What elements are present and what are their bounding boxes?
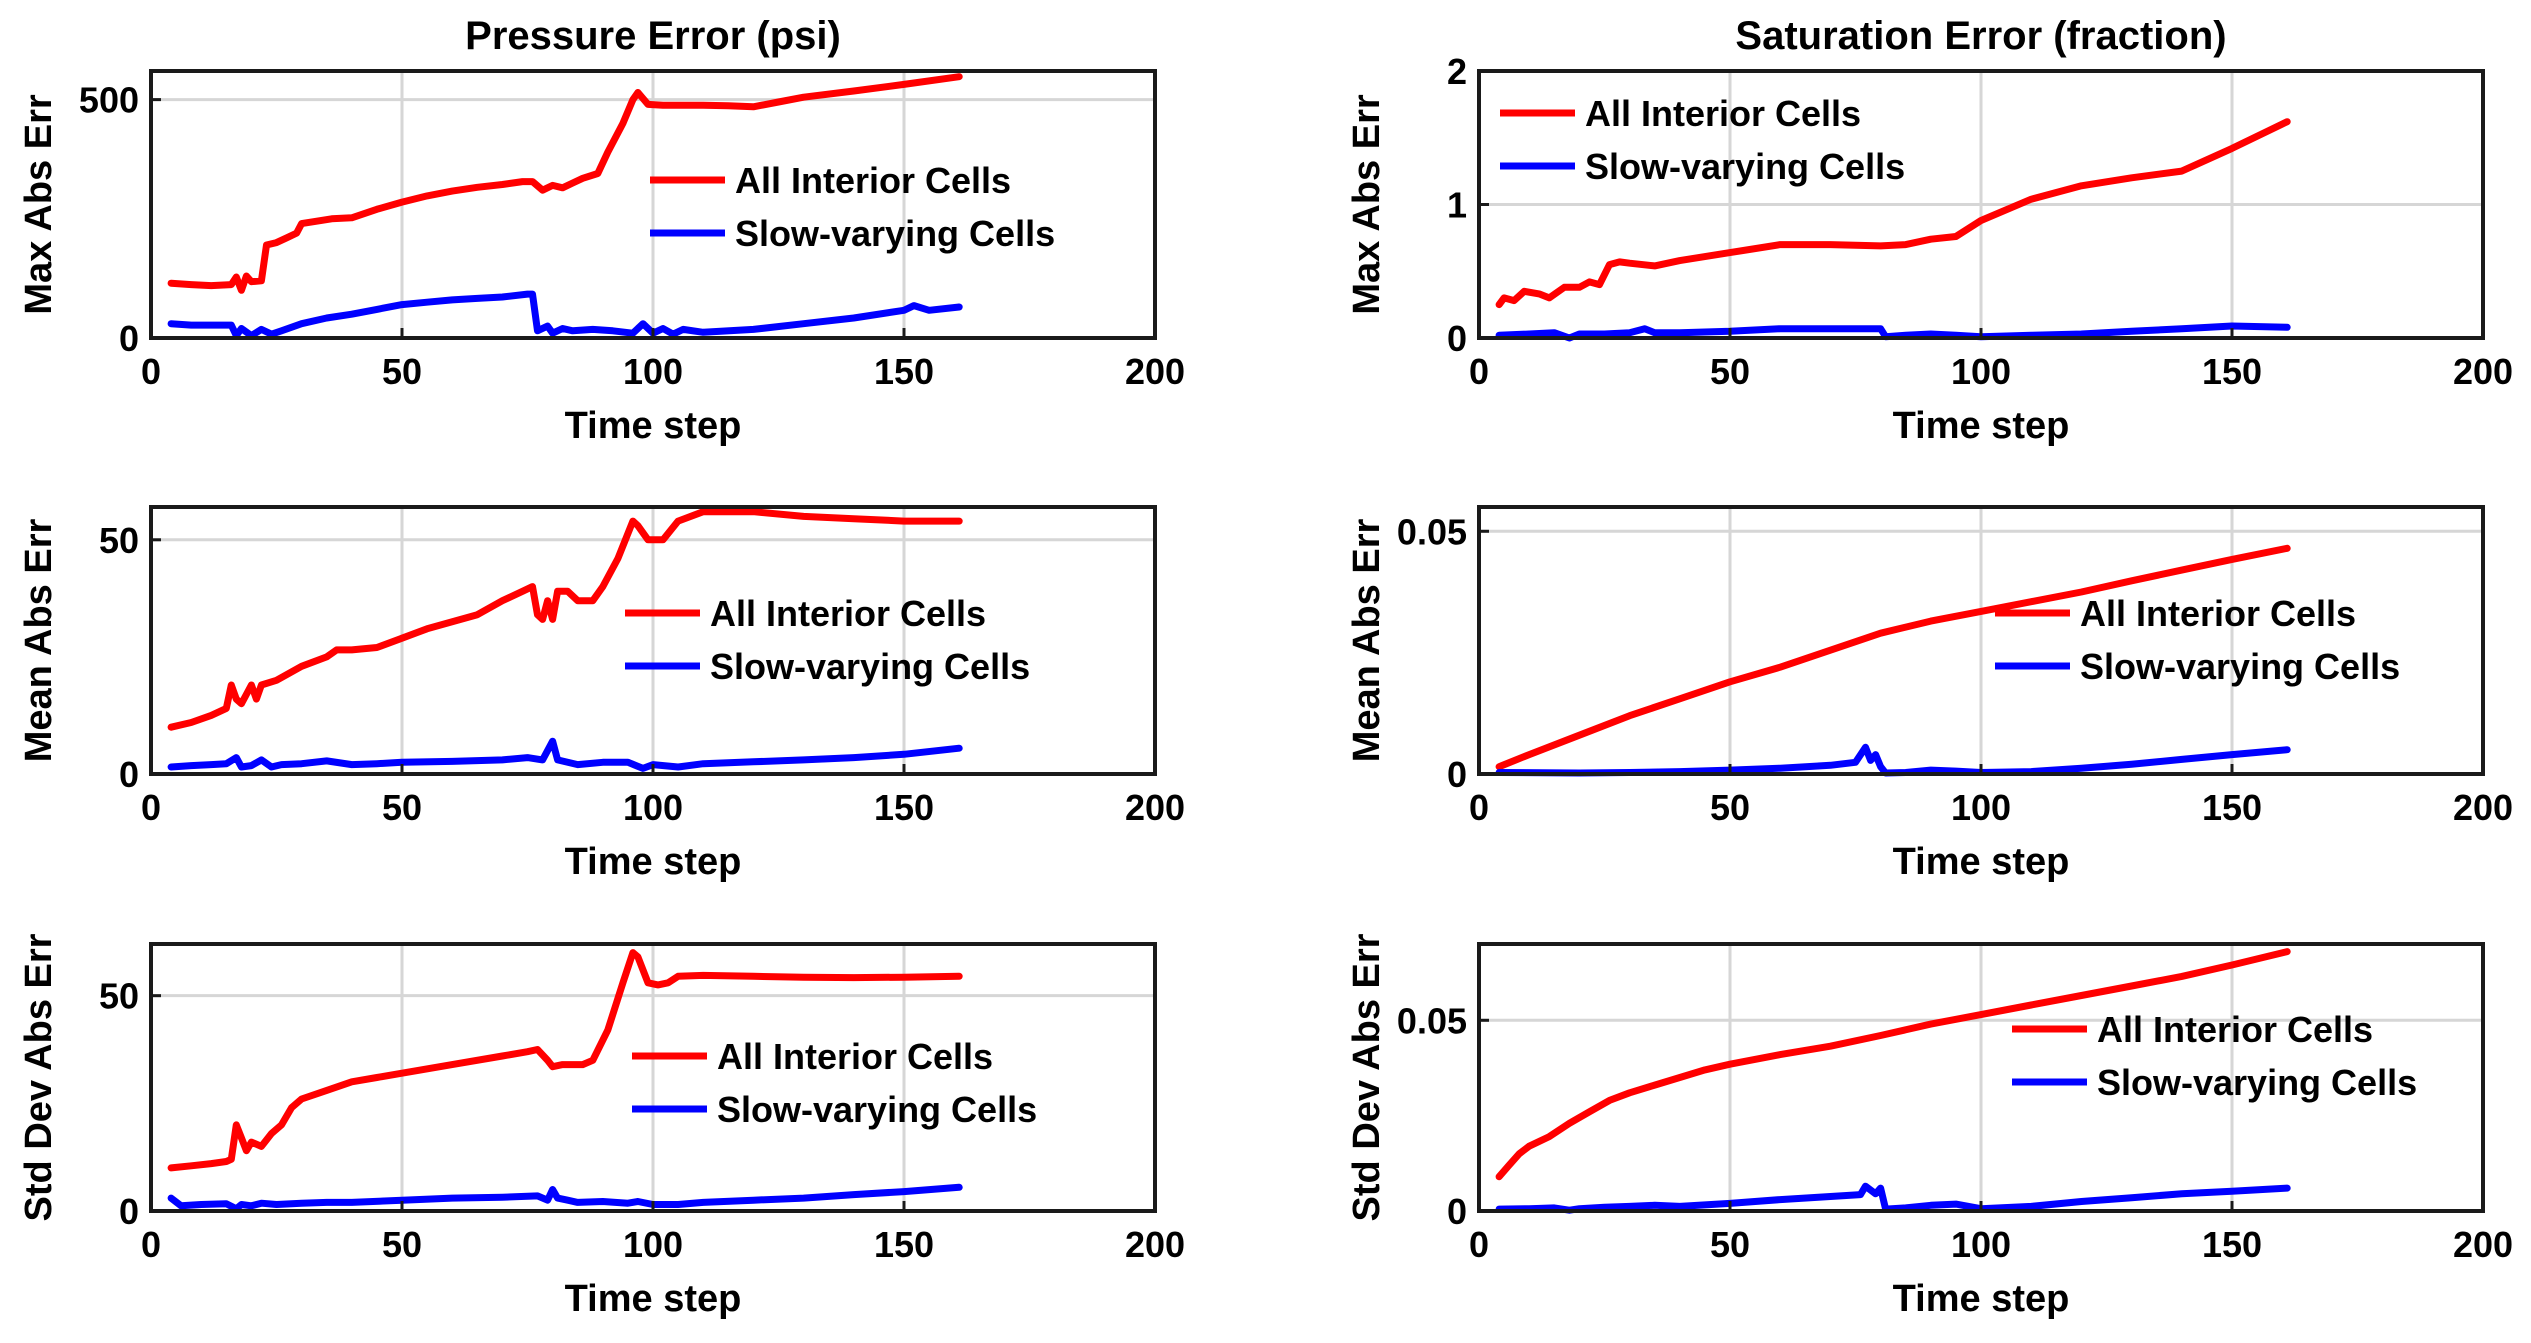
series-line-slow-varying [1495,743,2291,777]
y-axis-label: Max Abs Err [1346,94,1388,315]
y-tick-label: 50 [99,520,139,561]
x-tick-label: 200 [1125,351,1185,392]
legend-label: All Interior Cells [717,1036,993,1077]
y-axis-label: Mean Abs Err [1346,519,1388,763]
legend-label: All Interior Cells [2080,593,2356,634]
subplot-5: 0 50 100 150 200 0 50 Time step Std Dev Abs Err A… [18,933,1185,1320]
x-tick-label: 50 [382,1224,422,1265]
y-tick-label: 0 [1447,1191,1467,1232]
legend: All Interior Cells Slow-varying Cells [1995,593,2400,687]
x-tick-label: 150 [874,1224,934,1265]
legend-label: Slow-varying Cells [710,646,1030,687]
y-axis-label: Std Dev Abs Err [1346,933,1388,1221]
series-line-slow-varying [167,1183,963,1213]
x-tick-label: 150 [874,351,934,392]
subplot-1: 0 50 100 150 200 0 500 Pressure Error (psi) Time… [18,14,1185,447]
series-line-slow-varying [167,737,963,772]
legend-label: Slow-varying Cells [1585,146,1905,187]
series-line-all-interior [167,73,963,294]
x-axis-label: Time step [565,1278,742,1320]
x-axis-label: Time step [1893,405,2070,447]
legend-label: All Interior Cells [710,593,986,634]
x-tick-label: 100 [623,351,683,392]
legend: All Interior Cells Slow-varying Cells [1500,93,1905,187]
x-tick-label: 50 [382,787,422,828]
x-tick-label: 50 [1710,351,1750,392]
legend-label: Slow-varying Cells [717,1089,1037,1130]
series-line-all-interior [1495,544,2291,771]
legend-label: All Interior Cells [2097,1009,2373,1050]
x-tick-label: 50 [1710,1224,1750,1265]
x-tick-label: 50 [382,351,422,392]
x-tick-label: 200 [1125,787,1185,828]
legend-label: Slow-varying Cells [735,213,1055,254]
series-line-slow-varying [1495,322,2291,342]
y-tick-label: 2 [1447,51,1467,92]
y-axis-label: Std Dev Abs Err [18,933,60,1221]
x-tick-label: 100 [1951,1224,2011,1265]
x-tick-label: 150 [2202,351,2262,392]
y-tick-label: 50 [99,976,139,1017]
x-tick-label: 200 [1125,1224,1185,1265]
legend-label: Slow-varying Cells [2097,1062,2417,1103]
x-tick-label: 100 [623,787,683,828]
x-tick-label: 100 [1951,787,2011,828]
y-tick-label: 1 [1447,185,1467,226]
x-tick-label: 0 [1469,1224,1489,1265]
x-axis-label: Time step [1893,841,2070,883]
y-tick-label: 0.05 [1397,511,1467,552]
x-tick-label: 150 [874,787,934,828]
y-tick-label: 0 [119,318,139,359]
x-tick-label: 0 [141,351,161,392]
y-tick-label: 0 [119,1191,139,1232]
series-line-all-interior [1495,948,2291,1181]
x-tick-label: 200 [2453,351,2513,392]
x-tick-label: 0 [141,1224,161,1265]
x-tick-label: 200 [2453,1224,2513,1265]
x-tick-label: 150 [2202,1224,2262,1265]
legend: All Interior Cells Slow-varying Cells [2012,1009,2417,1103]
series-line-slow-varying [1495,1182,2291,1214]
subplot-title: Saturation Error (fraction) [1735,14,2226,58]
x-tick-label: 0 [141,787,161,828]
series-line-all-interior [167,508,963,731]
y-tick-label: 0 [1447,754,1467,795]
x-axis-label: Time step [1893,1278,2070,1320]
subplot-title: Pressure Error (psi) [465,14,841,58]
y-tick-label: 0.05 [1397,1000,1467,1041]
subplot-3: 0 50 100 150 200 0 50 Time step Mean Abs Err All … [18,505,1185,883]
legend: All Interior Cells Slow-varying Cells [650,160,1055,254]
x-tick-label: 50 [1710,787,1750,828]
subplot-6: 0 50 100 150 200 0 0.05 Time step Std Dev Abs Er… [1346,933,2513,1320]
x-tick-label: 0 [1469,351,1489,392]
x-axis-label: Time step [565,841,742,883]
y-tick-label: 0 [1447,318,1467,359]
x-tick-label: 150 [2202,787,2262,828]
x-tick-label: 0 [1469,787,1489,828]
legend-label: All Interior Cells [1585,93,1861,134]
series-line-all-interior [1495,118,2291,309]
x-tick-label: 100 [623,1224,683,1265]
subplot-2: 0 50 100 150 200 0 1 2 Saturation Error (fractio… [1346,14,2513,447]
legend: All Interior Cells Slow-varying Cells [632,1036,1037,1130]
x-axis-label: Time step [565,405,742,447]
x-tick-label: 100 [1951,351,2011,392]
x-tick-label: 200 [2453,787,2513,828]
legend-label: All Interior Cells [735,160,1011,201]
y-axis-label: Mean Abs Err [18,519,60,763]
y-axis-label: Max Abs Err [18,94,60,315]
legend: All Interior Cells Slow-varying Cells [625,593,1030,687]
y-tick-label: 500 [79,80,139,121]
series-line-slow-varying [167,290,963,340]
series-line-all-interior [167,949,963,1172]
y-tick-label: 0 [119,754,139,795]
legend-label: Slow-varying Cells [2080,646,2400,687]
subplot-4: 0 50 100 150 200 0 0.05 Time step Mean Abs Err Al… [1346,505,2513,883]
